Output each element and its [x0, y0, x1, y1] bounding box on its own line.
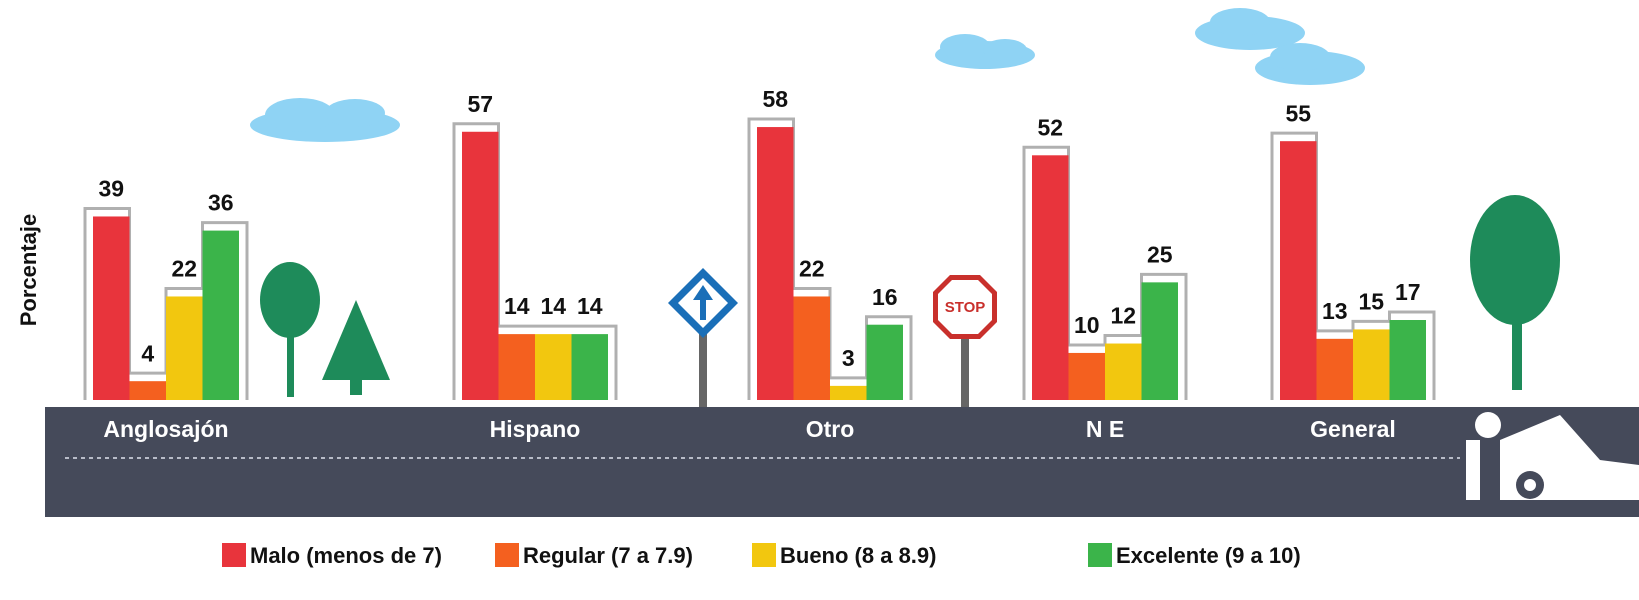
legend-swatch — [222, 543, 246, 567]
value-label: 36 — [208, 190, 234, 216]
value-label: 17 — [1395, 279, 1421, 305]
legend-label: Malo (menos de 7) — [250, 543, 442, 568]
x-tick-label: Otro — [806, 416, 855, 442]
value-label: 14 — [577, 293, 603, 319]
legend-label: Regular (7 a 7.9) — [523, 543, 693, 568]
legend-swatch — [752, 543, 776, 567]
bar — [1068, 352, 1105, 400]
value-label: 16 — [872, 284, 898, 310]
legend-swatch — [495, 543, 519, 567]
x-tick-label: Hispano — [490, 416, 581, 442]
legend-swatch — [1088, 543, 1112, 567]
value-label: 58 — [762, 86, 788, 112]
tree — [260, 195, 1560, 397]
bar — [1389, 320, 1426, 400]
value-label: 55 — [1285, 100, 1311, 126]
value-label: 13 — [1322, 298, 1348, 324]
decorations: STOP — [45, 8, 1639, 517]
value-label: 3 — [842, 345, 855, 371]
mechanic-icon — [1466, 412, 1639, 500]
bar — [535, 334, 572, 400]
value-label: 10 — [1074, 312, 1100, 338]
bar — [462, 131, 499, 400]
value-label: 22 — [799, 256, 825, 282]
value-label: 52 — [1037, 114, 1063, 140]
y-axis-label: Porcentaje — [16, 214, 41, 327]
bar — [1141, 282, 1178, 400]
value-label: 39 — [98, 176, 124, 202]
value-label: 22 — [171, 256, 197, 282]
bar — [498, 334, 535, 400]
road — [45, 407, 1639, 517]
bar — [1032, 155, 1069, 400]
bar — [571, 334, 608, 400]
value-label: 15 — [1358, 288, 1384, 314]
svg-text:STOP: STOP — [945, 299, 986, 316]
value-label: 25 — [1147, 241, 1173, 267]
bar — [129, 381, 166, 400]
bar — [1105, 343, 1142, 400]
road-sign: STOP — [668, 268, 997, 410]
x-tick-label: N E — [1086, 416, 1124, 442]
bar — [793, 296, 830, 400]
bar — [757, 127, 794, 400]
bar — [1280, 141, 1317, 401]
cloud — [250, 8, 1365, 142]
value-label: 4 — [141, 340, 154, 366]
value-label: 12 — [1110, 303, 1136, 329]
value-label: 57 — [467, 91, 493, 117]
bar — [1316, 338, 1353, 400]
bar — [202, 230, 239, 400]
bar — [1353, 329, 1390, 400]
value-label: 14 — [504, 293, 530, 319]
legend-label: Bueno (8 a 8.9) — [780, 543, 936, 568]
bar — [830, 385, 867, 400]
bar — [866, 324, 903, 400]
bar — [93, 216, 130, 400]
x-tick-label: Anglosajón — [103, 416, 228, 442]
legend-label: Excelente (9 a 10) — [1116, 543, 1301, 568]
x-tick-label: General — [1310, 416, 1396, 442]
value-label: 14 — [540, 293, 566, 319]
bar — [166, 296, 203, 400]
